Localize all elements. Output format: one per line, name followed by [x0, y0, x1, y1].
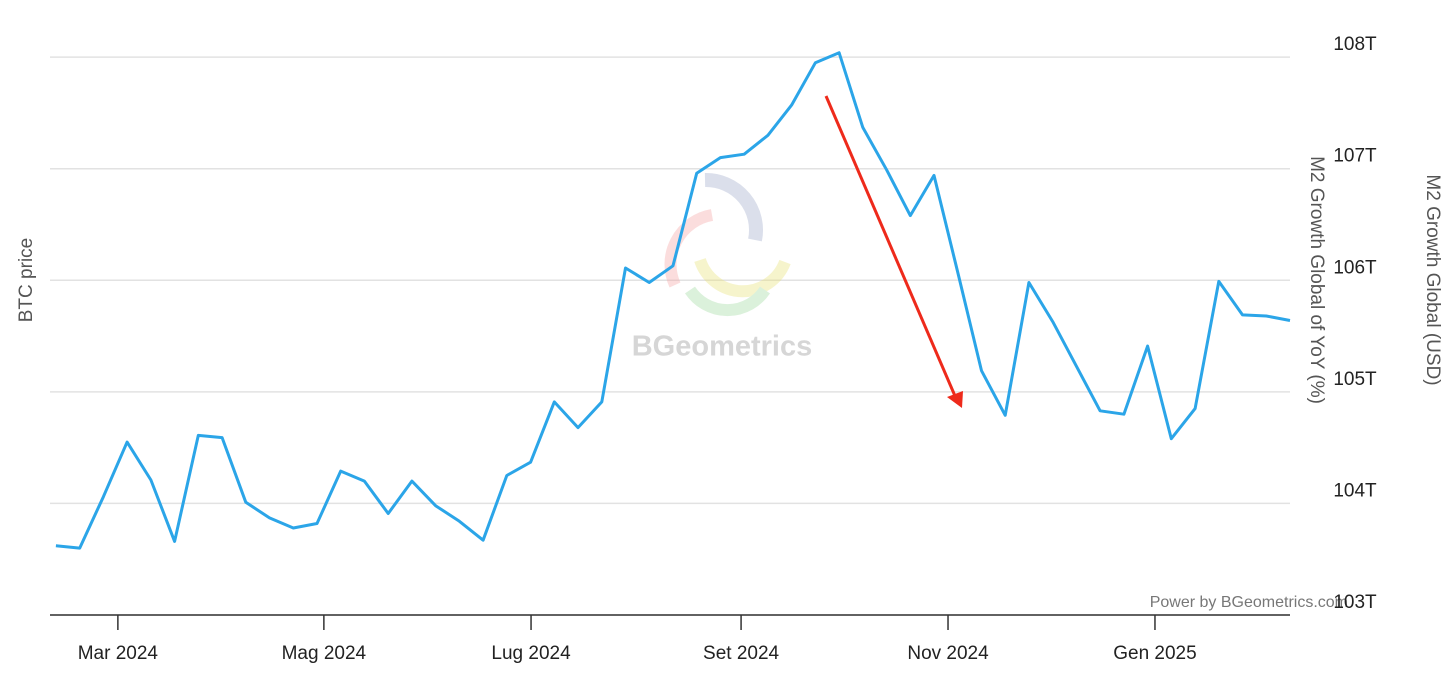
- line-series: [55, 51, 1291, 550]
- y-tick-label: 107T: [1333, 146, 1377, 167]
- x-tick-label: Lug 2024: [491, 643, 571, 664]
- watermark: BGeometrics: [632, 331, 813, 363]
- x-tick-label: Set 2024: [703, 643, 779, 664]
- y-axis-right-title: M2 Growth Global of YoY (%): [1306, 156, 1327, 404]
- y-axis-left-title: BTC price: [16, 238, 37, 322]
- y-tick-label: 105T: [1333, 369, 1377, 390]
- y-tick-label: 103T: [1333, 592, 1377, 613]
- x-tick-label: Nov 2024: [907, 643, 989, 664]
- watermark-logo: [664, 172, 791, 317]
- trend-arrow: [824, 95, 963, 408]
- y-tick-label: 108T: [1333, 34, 1377, 55]
- y-tick-label: 106T: [1333, 257, 1377, 278]
- y-tick-label: 104T: [1333, 480, 1377, 501]
- y-axis-far-right-title: M2 Growth Global (USD): [1422, 174, 1443, 385]
- x-tick-label: Mar 2024: [78, 643, 159, 664]
- x-tick-label: Mag 2024: [282, 643, 367, 664]
- credit: Power by BGeometrics.com: [1150, 594, 1348, 611]
- x-tick-label: Gen 2025: [1113, 643, 1196, 664]
